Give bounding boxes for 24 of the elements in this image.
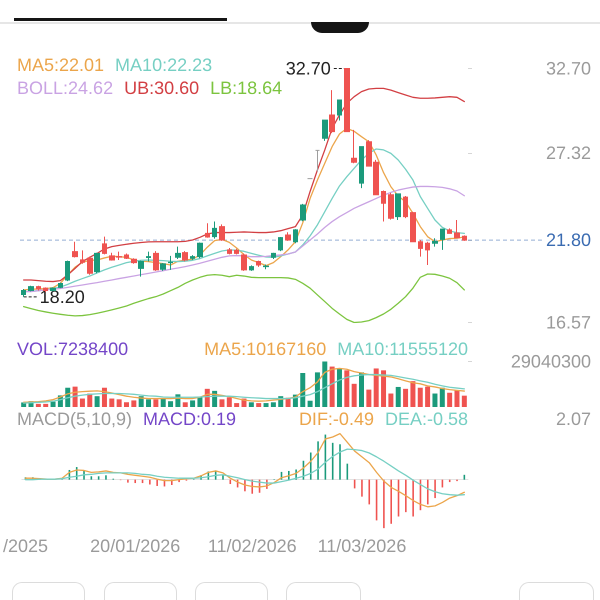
text: UB:30.60 [124,78,200,98]
text: MACD:0.19 [143,409,236,429]
text: MA5:22.01 [17,55,104,75]
y-tick-label: 21.80 [546,230,591,250]
x-tick-label: 11/03/2026 [318,536,406,556]
x-tick-label: 11/02/2026 [208,536,297,556]
series-label: MA5:10167160 [204,339,326,359]
annotation: 32.70 [286,58,331,78]
series-label: DIF:-0.49 [298,409,374,429]
text: MA10:22.23 [115,55,212,75]
text: VOL:7238400 [17,339,128,359]
y-tick-label: 27.32 [546,143,591,164]
y-tick-label: 29040300 [510,352,591,372]
series-label: MA10:11555120 [337,339,468,359]
text: 2.07 [556,409,591,429]
text: BOLL:24.62 [17,78,114,98]
chart-title: MACD(5,10,9) [17,409,132,429]
y-tick-label: 16.57 [546,312,591,332]
x-tick-label: 20/01/2026 [90,536,180,556]
text: LB:18.64 [210,78,282,98]
y-tick-label: 32.70 [546,58,591,78]
x-tick-label: /2025 [2,536,48,556]
annotation: 18.20 [40,286,85,307]
series-label: DEA:-0.58 [384,409,468,429]
